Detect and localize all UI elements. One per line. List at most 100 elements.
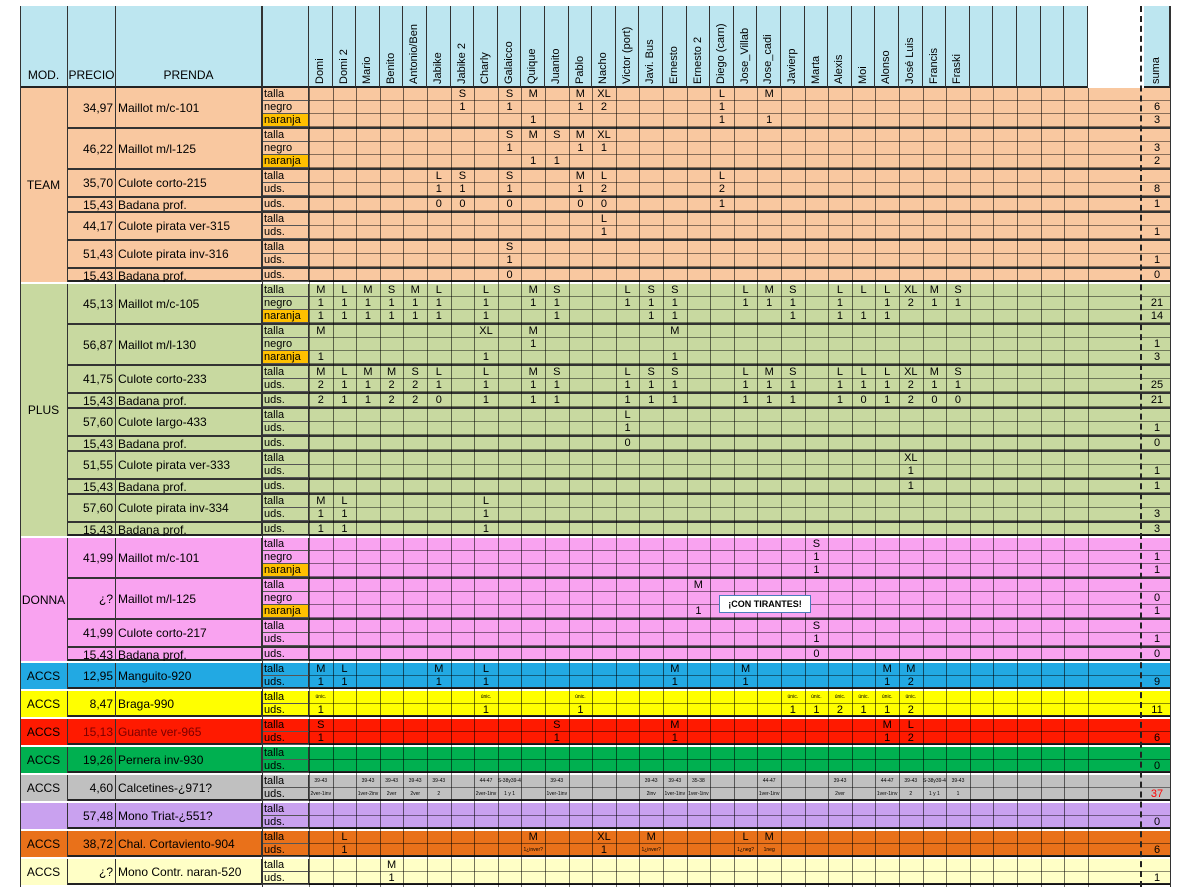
entry-mark: 2 (600, 101, 608, 113)
entry-mark: 1 (482, 297, 490, 309)
entry-mark: S (505, 88, 514, 100)
player-header: Quique (521, 6, 545, 88)
player-name: Moi (856, 66, 869, 84)
entry-mark: 1 (742, 394, 749, 406)
entry-mark: 1 (577, 183, 584, 195)
entry-mark: 1 (341, 297, 348, 309)
entry-mark: 1 (506, 183, 513, 195)
entry-mark: 39-43 (951, 778, 965, 784)
entry-mark: 1 (341, 394, 348, 406)
entry-mark: M (316, 663, 326, 675)
entry-mark: L (341, 831, 348, 843)
entry-mark: 1 (931, 297, 938, 309)
player-header: Juanito (545, 6, 569, 88)
row-grid (309, 254, 1170, 267)
row-grid (309, 325, 1170, 338)
price: 15,13 (68, 719, 116, 745)
entry-mark: 1 (884, 394, 891, 406)
entry-mark: 0 (813, 648, 820, 660)
player-name: Domi 2 (337, 49, 350, 84)
row-grid (309, 704, 1170, 717)
sum-value (1144, 409, 1170, 422)
player-header: Alexis (828, 6, 852, 88)
entry-mark: 1 (718, 114, 726, 126)
garment-name: Culote corto-215 (116, 170, 262, 196)
col-line (592, 88, 594, 887)
entry-mark: XL (597, 831, 611, 843)
row-separator (68, 521, 1170, 523)
row-label: uds. (262, 732, 309, 745)
entry-mark: 2 (909, 791, 913, 797)
price: 15,43 (68, 480, 116, 493)
entry-mark: 39-43 (361, 778, 375, 784)
price: 15,43 (68, 269, 116, 282)
row-separator (68, 493, 1170, 495)
col-line (356, 88, 358, 887)
entry-mark: M (693, 579, 703, 591)
row-label: uds. (262, 648, 309, 661)
entry-mark: 1 (671, 379, 678, 391)
entry-mark: 0 (459, 198, 466, 210)
col-line (969, 88, 971, 887)
entry-mark: 1 (860, 704, 867, 716)
entry-mark: únic. (787, 694, 799, 700)
price: ¿? (68, 859, 116, 885)
price: 15,43 (68, 198, 116, 211)
entry-mark: L (624, 366, 631, 378)
row-label: uds. (262, 394, 309, 407)
entry-mark: L (742, 284, 749, 296)
entry-mark: únic. (811, 694, 822, 700)
entry-mark: 1 (553, 379, 560, 391)
row-grid (309, 508, 1170, 521)
entry-mark: 1 (836, 379, 844, 391)
entry-mark: 1 (459, 183, 466, 195)
entry-mark: XL (597, 129, 611, 141)
garment-name: Culote pirata ver-315 (116, 213, 262, 239)
sum-value (1144, 213, 1170, 226)
entry-mark: 2 (317, 394, 324, 406)
row-grid (309, 170, 1170, 183)
row-label: uds. (262, 465, 309, 478)
entry-mark: 1 (742, 297, 749, 309)
player-name: Jose_cadi (762, 34, 775, 84)
entry-mark: 2 (412, 379, 419, 391)
entry-mark: 2 (907, 732, 914, 744)
player-header: Ernesto (663, 6, 687, 88)
sum-value: 3 (1153, 508, 1161, 520)
entry-mark: M (741, 663, 751, 675)
col-line (309, 88, 310, 887)
price: 51,55 (68, 452, 116, 478)
sum-value: 9 (1153, 676, 1161, 688)
entry-mark: 1 (530, 114, 537, 126)
row-label: uds. (262, 872, 309, 885)
garment-name: Maillot m/l-130 (116, 325, 262, 364)
sum-value (1144, 88, 1170, 101)
row-label: uds. (262, 480, 309, 493)
sum-value: 8 (1153, 183, 1161, 195)
entry-mark: L (341, 495, 348, 507)
entry-mark: 1 (671, 732, 678, 744)
sum-value (1144, 747, 1170, 760)
entry-mark: 35-38 (691, 778, 705, 784)
price: 4,60 (68, 775, 116, 801)
entry-mark: 1 (884, 379, 891, 391)
player-header: Fraski (946, 6, 970, 88)
entry-mark: 1 (789, 297, 796, 309)
price: 46,22 (68, 129, 116, 168)
entry-mark: 1 (789, 394, 796, 406)
player-name: Javierp (786, 48, 798, 84)
row-separator (68, 267, 1170, 269)
entry-mark: 1 (860, 310, 867, 322)
price: ¿? (68, 579, 116, 618)
entry-mark: 1 (600, 142, 608, 154)
entry-mark: 1 (341, 523, 348, 535)
sum-value: 3 (1153, 114, 1161, 126)
entry-mark: únic. (858, 694, 869, 700)
entry-mark: 2 (600, 183, 608, 195)
row-grid (309, 452, 1170, 465)
col-line (1064, 88, 1066, 887)
row-grid (309, 523, 1170, 536)
row-separator (68, 168, 1170, 170)
row-label: talla (262, 213, 309, 226)
entry-mark: 1neg (763, 847, 775, 853)
